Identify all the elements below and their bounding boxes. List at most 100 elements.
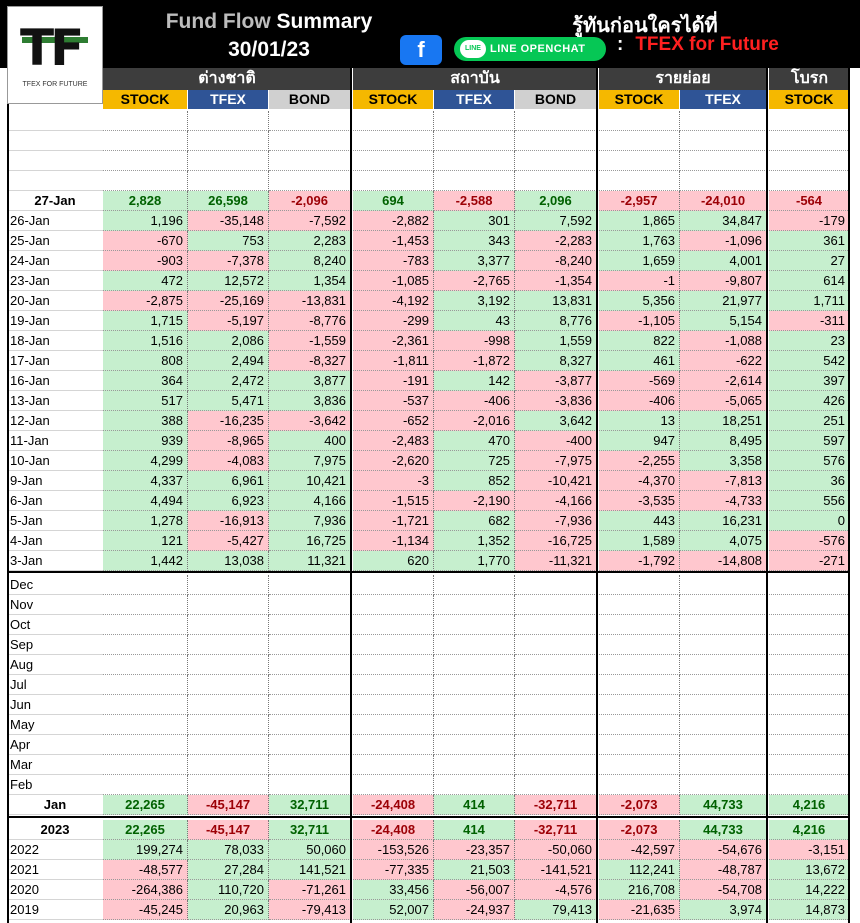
cell-foreign-bond: -71,261: [269, 880, 351, 900]
cell-inst-tfex: -2,765: [434, 271, 515, 291]
cell-retail-tfex: [680, 111, 767, 131]
cell-retail-tfex: [680, 735, 767, 755]
logo-subtitle: TFEX FOR FUTURE: [22, 81, 88, 88]
daily-row: 19-Jan 1,715 -5,197 -8,776 -299 43 8,776 -1,105…: [7, 311, 850, 331]
cell-inst-stock: 52,007: [353, 900, 434, 920]
cell-broker-stock: -311: [769, 311, 850, 331]
cell-retail-stock: [599, 695, 680, 715]
cell-inst-bond: [515, 675, 597, 695]
cell-retail-stock: -42,597: [599, 840, 680, 860]
cell-foreign-tfex: -25,169: [188, 291, 269, 311]
cell-inst-tfex: [434, 775, 515, 795]
cell-foreign-bond: 4,166: [269, 491, 351, 511]
cell-foreign-stock: [103, 171, 188, 191]
cell-inst-stock: -24,408: [353, 795, 434, 815]
cell-foreign-tfex: 27,284: [188, 860, 269, 880]
cell-foreign-stock: 1,196: [103, 211, 188, 231]
channel-name: : TFEX for Future: [617, 34, 779, 56]
column-header-inst-bond: BOND: [515, 90, 597, 109]
cell-foreign-bond: [269, 675, 351, 695]
cell-inst-bond: -32,711: [515, 795, 597, 815]
empty-row: [7, 171, 850, 191]
cell-broker-stock: -271: [769, 551, 850, 571]
cell-inst-stock: -2,483: [353, 431, 434, 451]
cell-foreign-bond: 1,354: [269, 271, 351, 291]
column-header-foreign-tfex: TFEX: [188, 90, 269, 109]
logo-mark: TF: [20, 19, 84, 77]
cell-inst-stock: [353, 151, 434, 171]
column-header-broker-stock: STOCK: [769, 90, 850, 109]
cell-inst-tfex: [434, 151, 515, 171]
row-label: Jul: [7, 675, 103, 695]
cell-inst-bond: [515, 755, 597, 775]
cell-retail-tfex: -5,065: [680, 391, 767, 411]
cell-inst-bond: [515, 715, 597, 735]
cell-retail-tfex: -7,813: [680, 471, 767, 491]
cell-broker-stock: 597: [769, 431, 850, 451]
cell-inst-bond: 13,831: [515, 291, 597, 311]
cell-broker-stock: -564: [769, 191, 850, 211]
cell-inst-stock: -153,526: [353, 840, 434, 860]
cell-retail-tfex: 44,733: [680, 795, 767, 815]
cell-retail-stock: -1,105: [599, 311, 680, 331]
group-retail: รายย่อย: [599, 68, 767, 90]
column-header-inst-tfex: TFEX: [434, 90, 515, 109]
cell-inst-tfex: 142: [434, 371, 515, 391]
cell-foreign-bond: [269, 775, 351, 795]
cell-retail-tfex: [680, 755, 767, 775]
cell-retail-stock: 5,356: [599, 291, 680, 311]
cell-foreign-tfex: [188, 131, 269, 151]
row-label: 4-Jan: [7, 531, 103, 551]
daily-row: 24-Jan -903 -7,378 8,240 -783 3,377 -8,240 1,65…: [7, 251, 850, 271]
cell-foreign-stock: 1,516: [103, 331, 188, 351]
cell-retail-tfex: -1,088: [680, 331, 767, 351]
cell-retail-tfex: 18,251: [680, 411, 767, 431]
row-label: 27-Jan: [7, 191, 103, 211]
cell-foreign-tfex: -16,913: [188, 511, 269, 531]
cell-foreign-tfex: 13,038: [188, 551, 269, 571]
divider-institution: [596, 68, 598, 923]
cell-inst-bond: -3,877: [515, 371, 597, 391]
cell-broker-stock: 251: [769, 411, 850, 431]
cell-retail-stock: -2,073: [599, 820, 680, 840]
cell-inst-bond: [515, 171, 597, 191]
cell-inst-bond: [515, 655, 597, 675]
cell-broker-stock: [769, 131, 850, 151]
daily-row: 23-Jan 472 12,572 1,354 -1,085 -2,765 -1,354 -1…: [7, 271, 850, 291]
cell-inst-bond: -4,166: [515, 491, 597, 511]
cell-inst-stock: [353, 111, 434, 131]
cell-foreign-stock: [103, 151, 188, 171]
cell-foreign-tfex: 20,963: [188, 900, 269, 920]
cell-foreign-stock: [103, 755, 188, 775]
cell-foreign-bond: -13,831: [269, 291, 351, 311]
cell-retail-stock: -1: [599, 271, 680, 291]
cell-foreign-tfex: 6,923: [188, 491, 269, 511]
cell-inst-stock: -2,361: [353, 331, 434, 351]
daily-row: 26-Jan 1,196 -35,148 -7,592 -2,882 301 7,592 1,…: [7, 211, 850, 231]
row-label: Aug: [7, 655, 103, 675]
cell-foreign-tfex: [188, 595, 269, 615]
cell-retail-stock: [599, 171, 680, 191]
row-label: 2021: [7, 860, 103, 880]
row-label: 5-Jan: [7, 511, 103, 531]
cell-broker-stock: [769, 111, 850, 131]
cell-broker-stock: 4,216: [769, 820, 850, 840]
facebook-icon[interactable]: f: [400, 35, 442, 65]
cell-foreign-stock: [103, 655, 188, 675]
month-row: Nov: [7, 595, 850, 615]
line-openchat-button[interactable]: LINE LINE OPENCHAT: [454, 37, 606, 61]
cell-inst-stock: -1,515: [353, 491, 434, 511]
row-label: Oct: [7, 615, 103, 635]
cell-foreign-tfex: -16,235: [188, 411, 269, 431]
cell-inst-bond: 1,559: [515, 331, 597, 351]
row-label: [7, 171, 103, 191]
cell-foreign-stock: 388: [103, 411, 188, 431]
cell-inst-tfex: 301: [434, 211, 515, 231]
cell-foreign-stock: [103, 615, 188, 635]
cell-inst-bond: [515, 595, 597, 615]
cell-retail-stock: [599, 715, 680, 735]
cell-inst-stock: -3: [353, 471, 434, 491]
row-label: 25-Jan: [7, 231, 103, 251]
cell-inst-stock: [353, 775, 434, 795]
cell-foreign-bond: -2,096: [269, 191, 351, 211]
